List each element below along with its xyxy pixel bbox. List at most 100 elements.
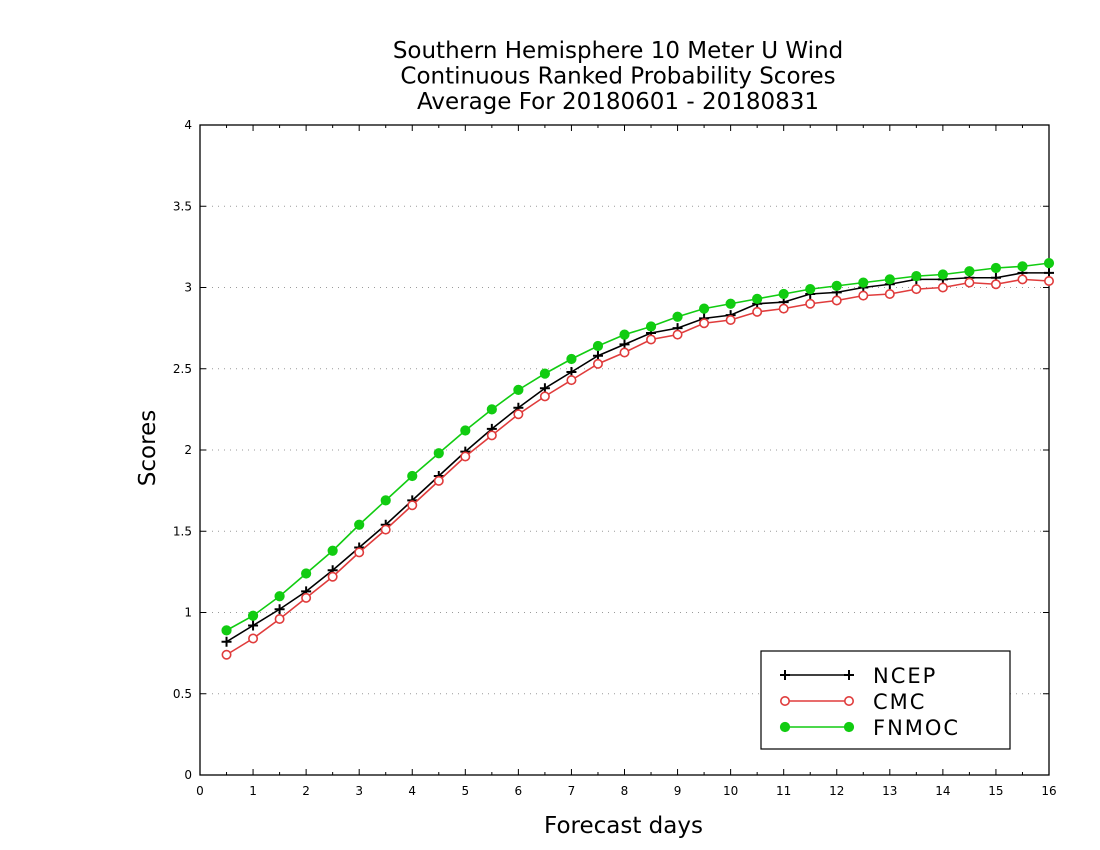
data-point-fnmoc: [327, 545, 338, 556]
y-tick-label-1: 1: [184, 606, 192, 620]
x-tick-label-13: 13: [882, 784, 897, 798]
x-tick-label-10: 10: [723, 784, 738, 798]
data-point-cmc: [566, 375, 577, 386]
legend-box: [760, 650, 1011, 750]
chart-title-line-2: Continuous Ranked Probability Scores: [400, 64, 835, 90]
data-point-cmc: [964, 277, 975, 288]
data-point-cmc: [884, 288, 895, 299]
x-axis-label: Forecast days: [544, 813, 703, 839]
legend-marker-fnmoc: [843, 721, 855, 733]
data-point-fnmoc: [725, 298, 736, 309]
data-point-cmc: [858, 290, 869, 301]
x-tick-label-3: 3: [355, 784, 363, 798]
series-line-fnmoc: [226, 262, 1050, 632]
data-point-cmc: [805, 298, 816, 309]
data-point-fnmoc: [778, 288, 789, 300]
x-tick-label-12: 12: [829, 784, 844, 798]
data-point-cmc: [248, 633, 259, 644]
data-point-cmc: [301, 592, 312, 603]
data-point-fnmoc: [698, 303, 710, 314]
data-point-cmc: [1044, 275, 1055, 286]
legend-label-ncep: NCEP: [873, 664, 937, 688]
x-tick-label-1: 1: [249, 784, 257, 798]
data-point-fnmoc: [354, 519, 365, 530]
data-point-cmc: [619, 347, 630, 358]
series-fnmoc: [221, 258, 1055, 636]
x-tick-label-4: 4: [408, 784, 416, 798]
series-line-ncep: [226, 272, 1049, 643]
data-point-cmc: [752, 306, 763, 317]
data-point-fnmoc: [990, 262, 1002, 274]
x-tick-label-7: 7: [568, 784, 576, 798]
data-point-cmc: [699, 318, 710, 329]
data-point-cmc: [1017, 274, 1028, 285]
data-point-fnmoc: [619, 329, 630, 340]
x-tick-label-6: 6: [515, 784, 523, 798]
x-tick-label-5: 5: [461, 784, 469, 798]
data-point-fnmoc: [858, 277, 869, 288]
data-point-cmc: [911, 284, 922, 295]
y-tick-label-3.5: 3.5: [173, 199, 192, 213]
y-axis-label: Scores: [135, 410, 161, 486]
chart-title: Southern Hemisphere 10 Meter U WindConti…: [393, 38, 843, 115]
data-point-cmc: [274, 613, 285, 624]
y-tick-label-2: 2: [184, 443, 192, 457]
x-tick-label-14: 14: [935, 784, 950, 798]
data-point-cmc: [990, 279, 1001, 290]
data-point-fnmoc: [380, 495, 391, 506]
data-point-fnmoc: [592, 340, 604, 352]
data-point-cmc: [937, 282, 948, 293]
y-tick-label-0: 0: [184, 768, 192, 782]
data-point-fnmoc: [301, 568, 312, 579]
data-point-fnmoc: [1043, 258, 1055, 269]
data-point-cmc: [354, 547, 365, 558]
data-point-cmc: [327, 571, 338, 582]
data-point-cmc: [672, 329, 683, 340]
x-tick-label-8: 8: [621, 784, 629, 798]
data-series: [221, 258, 1055, 660]
legend-label-cmc: CMC: [873, 690, 926, 714]
data-point-cmc: [539, 391, 550, 402]
data-point-fnmoc: [672, 311, 683, 322]
data-point-fnmoc: [964, 266, 975, 277]
data-point-cmc: [592, 358, 603, 369]
data-point-cmc: [221, 649, 232, 660]
data-point-fnmoc: [1017, 261, 1028, 272]
data-point-fnmoc: [513, 384, 524, 395]
data-point-ncep: [248, 620, 259, 631]
data-point-fnmoc: [247, 610, 259, 621]
data-point-fnmoc: [407, 470, 418, 482]
data-point-fnmoc: [937, 269, 948, 280]
chart-title-line-3: Average For 20180601 - 20180831: [417, 89, 819, 115]
data-point-fnmoc: [486, 404, 497, 415]
y-tick-label-0.5: 0.5: [173, 687, 192, 701]
data-point-fnmoc: [752, 293, 763, 304]
x-tick-label-9: 9: [674, 784, 682, 798]
legend-marker-cmc: [779, 695, 790, 706]
legend-marker-ncep: [780, 670, 790, 680]
x-tick-label-15: 15: [988, 784, 1003, 798]
series-line-cmc: [226, 278, 1050, 656]
y-tick-label-1.5: 1.5: [173, 524, 192, 538]
data-point-fnmoc: [274, 591, 285, 602]
x-tick-label-11: 11: [776, 784, 791, 798]
data-point-fnmoc: [433, 448, 444, 459]
y-tick-label-2.5: 2.5: [173, 362, 192, 376]
x-tick-label-0: 0: [196, 784, 204, 798]
data-point-cmc: [486, 430, 497, 441]
chart-title-line-1: Southern Hemisphere 10 Meter U Wind: [393, 38, 843, 64]
data-point-ncep: [221, 636, 232, 647]
legend-marker-cmc: [843, 695, 854, 706]
data-point-fnmoc: [884, 274, 895, 285]
data-point-fnmoc: [911, 271, 922, 282]
data-point-cmc: [831, 295, 842, 306]
data-point-cmc: [725, 314, 736, 325]
data-point-cmc: [460, 451, 471, 462]
data-point-ncep: [274, 604, 285, 615]
series-cmc: [221, 274, 1055, 660]
y-tick-label-3: 3: [184, 281, 192, 295]
legend-label-fnmoc: FNMOC: [873, 716, 960, 740]
axes: 0 1 2 3 4 5 6 7 8 9 10 11 12 13 14 15 1600.511.522.533.5…: [135, 118, 1057, 839]
x-tick-label-16: 16: [1041, 784, 1056, 798]
